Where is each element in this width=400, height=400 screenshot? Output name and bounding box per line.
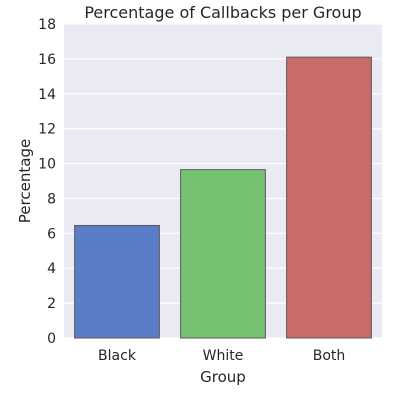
bar-black <box>74 224 160 339</box>
y-tick-label: 8 <box>47 191 56 207</box>
y-tick-label: 6 <box>47 226 56 242</box>
x-tick-labels: Black White Both <box>98 348 345 364</box>
y-axis-label: Percentage <box>16 139 34 223</box>
y-tick-label: 4 <box>47 261 56 277</box>
y-tick-label: 18 <box>38 17 56 33</box>
y-tick-label: 16 <box>38 52 56 68</box>
y-tick-label: 14 <box>38 87 56 103</box>
bar-both <box>286 56 372 339</box>
bars <box>74 56 372 339</box>
y-tick-label: 12 <box>38 122 56 138</box>
x-axis-label: Group <box>200 368 246 386</box>
bar-white <box>180 169 266 339</box>
y-tick-labels: 0 2 4 6 8 10 12 14 16 18 <box>38 17 56 347</box>
y-tick-label: 2 <box>47 296 56 312</box>
y-tick-label: 0 <box>47 331 56 347</box>
y-tick-label: 10 <box>38 157 56 173</box>
chart-title: Percentage of Callbacks per Group <box>84 3 361 22</box>
x-tick-label: White <box>203 348 244 364</box>
x-tick-label: Both <box>313 348 346 364</box>
x-tick-label: Black <box>98 348 137 364</box>
